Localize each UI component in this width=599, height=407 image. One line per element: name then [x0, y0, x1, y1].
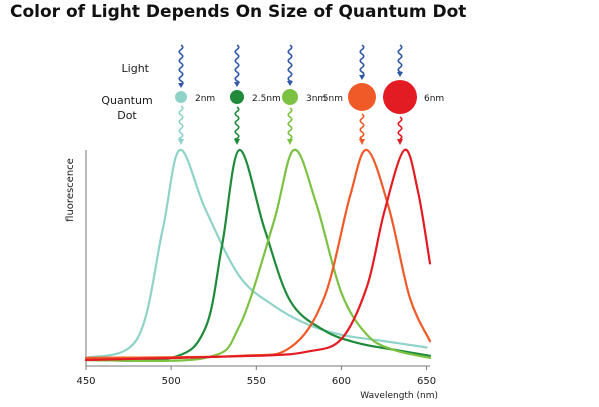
- x-tick-label: 500: [162, 376, 181, 387]
- chart-title: Color of Light Depends On Size of Quantu…: [10, 2, 467, 22]
- curve-6nm: [84, 148, 432, 362]
- x-tick-label: 550: [247, 376, 266, 387]
- emitted-light-wave: [397, 116, 403, 140]
- emitted-light-wave: [234, 106, 240, 140]
- light-label: Light: [122, 62, 150, 75]
- y-axis-label: fluorescence: [65, 158, 76, 222]
- curve-2nm: [84, 148, 428, 359]
- light-in-wave: [287, 44, 293, 83]
- emitted-light-wave: [287, 107, 293, 140]
- x-axis-label: Wavelength (nm): [360, 391, 438, 401]
- fluorescence-curves: [84, 148, 432, 363]
- arrow-down-icon: [178, 139, 184, 145]
- x-tick-label: 450: [76, 376, 95, 387]
- arrow-down-icon: [287, 81, 293, 86]
- quantum-dot-2nm: [175, 91, 187, 103]
- quantum-dot-6nm: [383, 80, 417, 114]
- x-ticks: 450 500 550 600 650: [76, 366, 436, 387]
- arrow-down-icon: [287, 139, 293, 145]
- arrow-down-icon: [397, 72, 403, 77]
- arrow-down-icon: [178, 83, 184, 88]
- quantum-dot-label-line1: Quantum: [101, 94, 152, 107]
- arrow-down-icon: [234, 139, 240, 145]
- arrow-down-icon: [359, 75, 365, 80]
- x-tick-label: 600: [332, 376, 351, 387]
- curve-3nm: [84, 148, 432, 363]
- light-in-wave: [234, 44, 240, 84]
- curve-2.5nm: [84, 148, 432, 362]
- dot-size-label: 2.5nm: [252, 94, 281, 104]
- light-in-wave: [397, 44, 403, 74]
- quantum-dot-3nm: [282, 89, 298, 105]
- light-in-wave: [178, 44, 184, 85]
- arrow-down-icon: [359, 139, 365, 145]
- x-tick-label: 650: [417, 376, 436, 387]
- dot-size-label: 6nm: [424, 94, 444, 104]
- dot-size-label: 5nm: [323, 94, 343, 104]
- quantum-dot-2.5nm: [230, 90, 244, 104]
- arrow-down-icon: [397, 139, 403, 145]
- emitted-light-wave: [178, 105, 184, 140]
- dot-size-label: 3nm: [306, 94, 326, 104]
- curve-5nm: [84, 148, 432, 359]
- arrow-down-icon: [234, 82, 240, 87]
- dot-size-label: 2nm: [195, 94, 215, 104]
- light-in-wave: [359, 44, 365, 77]
- emitted-light-wave: [359, 113, 365, 140]
- quantum-dot-5nm: [348, 83, 376, 111]
- quantum-dot-label-line2: Dot: [117, 109, 137, 122]
